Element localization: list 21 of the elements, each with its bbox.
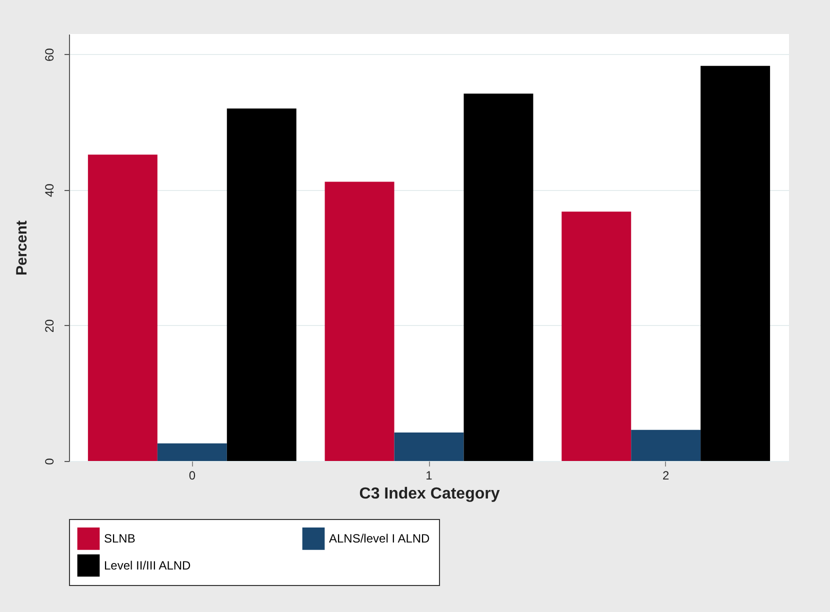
bar [88, 154, 158, 461]
x-axis-title: C3 Index Category [359, 486, 500, 502]
y-axis-title: Percent [14, 220, 30, 276]
y-tick-label: 60 [42, 48, 56, 62]
y-tick-label: 40 [42, 183, 56, 198]
x-tick-label: 1 [426, 468, 433, 482]
y-tick-label: 20 [42, 318, 56, 333]
y-tick-label: 0 [42, 458, 56, 465]
legend-label: SLNB [104, 532, 136, 546]
bar [157, 443, 227, 461]
bar [394, 432, 464, 461]
bar [324, 182, 394, 461]
legend-label: Level II/III ALND [104, 558, 192, 572]
bar [631, 430, 701, 461]
x-tick-label: 0 [188, 468, 196, 482]
bar [562, 212, 632, 461]
bar [226, 108, 296, 461]
bar [464, 94, 534, 461]
x-tick-label: 2 [662, 468, 670, 482]
bar [700, 66, 770, 461]
legend-label: ALNS/level I ALND [329, 532, 430, 546]
